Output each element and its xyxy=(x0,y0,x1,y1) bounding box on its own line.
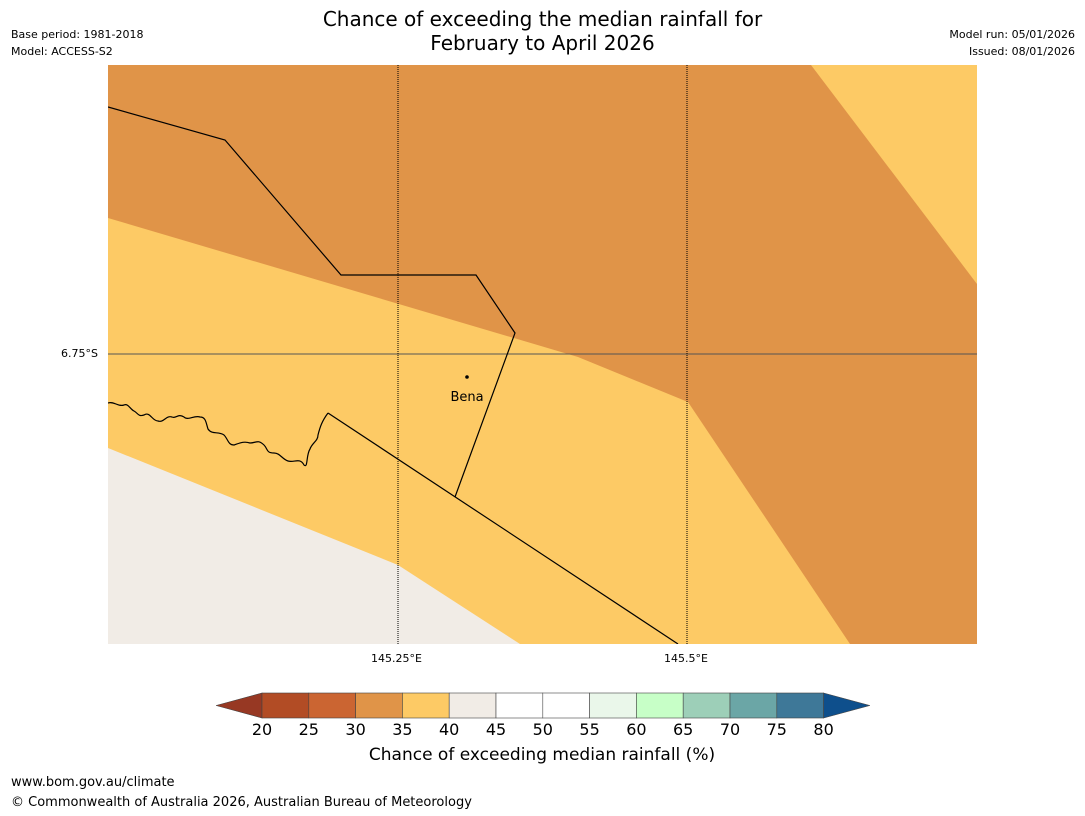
colorbar-segment xyxy=(682,692,731,719)
river-line xyxy=(108,401,329,467)
colorbar-tick-label: 50 xyxy=(532,720,553,739)
province-boundary xyxy=(108,106,516,498)
map-panel[interactable]: Bena xyxy=(108,65,977,644)
colorbar-tick-label: 30 xyxy=(345,720,366,739)
bena-label: Bena xyxy=(450,390,483,405)
colorbar-segment xyxy=(589,692,637,719)
colorbar-segment xyxy=(776,692,824,719)
colorbar-title: Chance of exceeding median rainfall (%) xyxy=(368,745,716,765)
zone-40-45 xyxy=(108,448,520,644)
colorbar-segment xyxy=(261,692,310,719)
colorbar-tick-label: 40 xyxy=(439,720,460,739)
colorbar-segment xyxy=(448,692,497,719)
colorbar-tick-label: 70 xyxy=(719,720,741,739)
colorbar-tick-label: 60 xyxy=(626,720,647,739)
map-canvas: Bena xyxy=(108,65,977,644)
colorbar-segment xyxy=(355,692,403,719)
colorbar-graphic xyxy=(214,692,871,719)
colorbar-tick-label: 45 xyxy=(485,720,507,739)
colorbar xyxy=(214,692,871,724)
lat-label: 6.75°S xyxy=(61,347,98,360)
model-run: Model run: 05/01/2026 xyxy=(949,28,1075,41)
lon-label-2: 145.5°E xyxy=(664,652,708,665)
colorbar-over-arrow xyxy=(823,692,871,719)
map-title: Chance of exceeding the median rainfall … xyxy=(0,7,1085,55)
base-period: Base period: 1981-2018 xyxy=(11,28,144,41)
bena-marker[interactable] xyxy=(465,375,469,379)
colorbar-tick-label: 55 xyxy=(579,720,600,739)
lon-label-1: 145.25°E xyxy=(371,652,422,665)
colorbar-segment xyxy=(402,692,450,719)
colorbar-under-arrow xyxy=(214,692,263,719)
issued-date: Issued: 08/01/2026 xyxy=(968,45,1075,58)
province-boundary-south xyxy=(327,412,679,644)
colorbar-tick-label: 20 xyxy=(251,720,273,739)
colorbar-segment xyxy=(729,692,778,719)
title-line-2: February to April 2026 xyxy=(430,31,655,55)
footer-copyright: © Commonwealth of Australia 2026, Austra… xyxy=(11,795,472,810)
model-name: Model: ACCESS-S2 xyxy=(11,45,113,58)
zone-35-40-corner xyxy=(811,65,977,284)
footer-url: www.bom.gov.au/climate xyxy=(11,775,175,790)
colorbar-tick-label: 75 xyxy=(766,720,787,739)
meta-right: Model run: 05/01/2026 Issued: 08/01/2026 xyxy=(949,26,1075,60)
title-line-1: Chance of exceeding the median rainfall … xyxy=(322,7,763,31)
colorbar-tick-label: 65 xyxy=(673,720,694,739)
colorbar-segment xyxy=(308,692,356,719)
colorbar-segment xyxy=(542,692,590,719)
meta-left: Base period: 1981-2018 Model: ACCESS-S2 xyxy=(11,26,143,60)
colorbar-tick-label: 80 xyxy=(813,720,834,739)
colorbar-tick-label: 25 xyxy=(298,720,319,739)
colorbar-segment xyxy=(495,692,544,719)
colorbar-tick-label: 35 xyxy=(392,720,413,739)
colorbar-segment xyxy=(636,692,684,719)
